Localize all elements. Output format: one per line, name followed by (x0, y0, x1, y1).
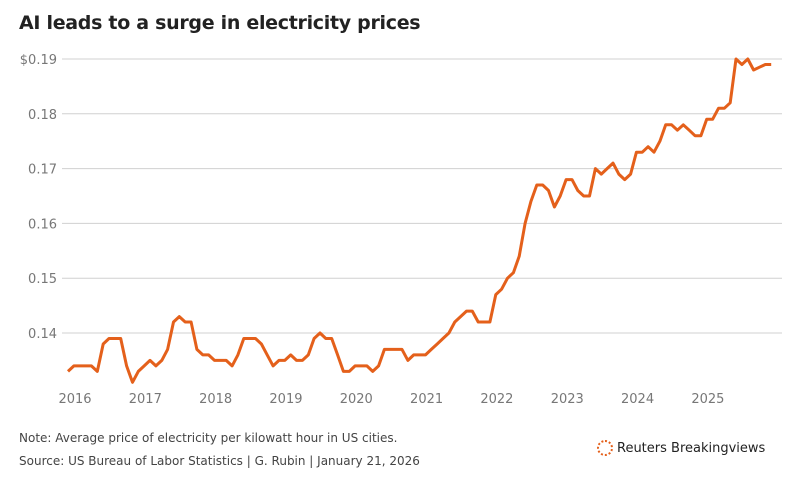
y-tick-label: 0.14 (28, 327, 57, 342)
x-tick-label: 2023 (551, 392, 584, 407)
x-tick-label: 2021 (410, 392, 443, 407)
y-tick-label: 0.15 (28, 272, 57, 287)
price-line (66, 57, 772, 384)
x-tick-label: 2020 (340, 392, 373, 407)
x-tick-label: 2022 (480, 392, 513, 407)
y-tick-label: 0.17 (28, 163, 57, 178)
y-tick-label: 0.16 (28, 217, 57, 232)
reuters-breakingviews-logo: Reuters Breakingviews (597, 440, 765, 456)
x-tick-label: 2025 (691, 392, 724, 407)
chart-title: AI leads to a surge in electricity price… (19, 12, 421, 34)
chart-source: Source: US Bureau of Labor Statistics | … (19, 454, 420, 468)
x-tick-label: 2017 (129, 392, 162, 407)
x-tick-label: 2019 (269, 392, 302, 407)
reuters-logo-icon (597, 440, 613, 456)
y-tick-label: 0.18 (28, 108, 57, 123)
x-tick-label: 2024 (621, 392, 654, 407)
y-tick-label: $0.19 (20, 53, 57, 68)
x-tick-label: 2018 (199, 392, 232, 407)
logo-text: Reuters Breakingviews (617, 440, 766, 456)
x-tick-label: 2016 (58, 392, 91, 407)
chart-note: Note: Average price of electricity per k… (19, 431, 398, 445)
line-chart: $0.19 0.18 0.17 0.16 0.15 0.14 2016 2017 2018 20… (20, 53, 782, 407)
